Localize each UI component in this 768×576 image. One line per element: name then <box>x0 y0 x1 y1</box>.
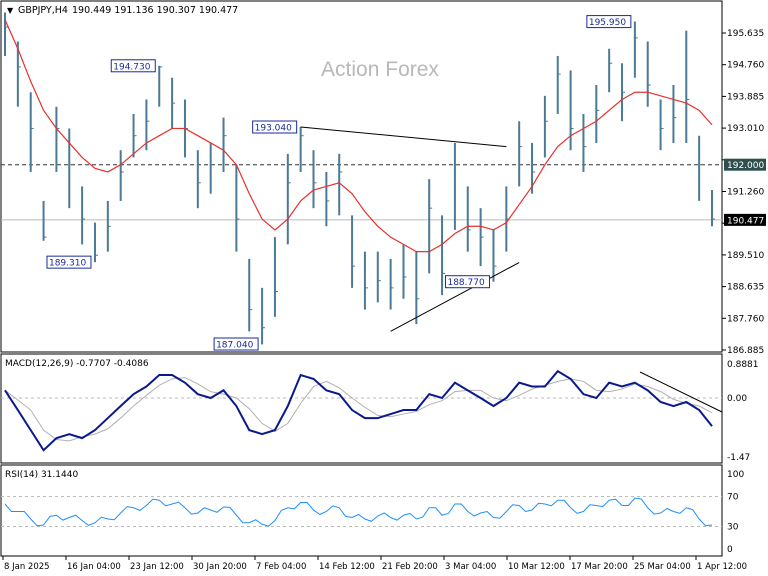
time-tick-label: 3 Mar 04:00 <box>445 562 496 572</box>
macd-tick-label: -1.47 <box>727 453 750 463</box>
price-tick-label: 195.635 <box>727 29 764 39</box>
time-tick-label: 16 Jan 04:00 <box>67 562 121 572</box>
rsi-tick-label: 0 <box>727 545 733 555</box>
symbol-label: GBPJPY,H4 <box>18 5 68 16</box>
time-tick-label: 21 Feb 20:00 <box>382 562 438 572</box>
rsi-tick-label: 100 <box>727 470 744 480</box>
price-tick-label: 189.510 <box>727 251 764 261</box>
macd-panel-frame <box>0 353 723 464</box>
price-annotation-box <box>252 120 298 134</box>
price-tick-label: 193.885 <box>727 92 764 102</box>
time-tick-label: 8 Jan 2025 <box>4 562 50 572</box>
rsi-tick-label: 30 <box>727 523 739 533</box>
level-label: 190.477 <box>727 216 764 226</box>
price-annotation-box <box>444 275 490 289</box>
trendline <box>390 262 520 332</box>
price-panel-frame <box>0 0 723 353</box>
macd-signal-line <box>4 377 713 442</box>
price-annotation: 187.040 <box>216 341 253 351</box>
level-badge <box>724 213 766 226</box>
macd-panel[interactable]: 0.8881 0.00 -1.47 MACD(12,26,9) -0.7707 -0.… <box>0 353 759 464</box>
price-panel[interactable]: 195.635 194.760 193.885 193.010 191.260 189.5… <box>0 0 766 356</box>
rsi-title: RSI(14) 31.1440 <box>5 470 78 480</box>
time-tick-label: 17 Mar 20:00 <box>571 562 628 572</box>
time-tick-label: 30 Jan 20:00 <box>193 562 247 572</box>
price-annotation-box <box>586 15 632 29</box>
macd-tick-label: 0.00 <box>727 394 747 404</box>
time-tick-label: 14 Feb 12:00 <box>319 562 375 572</box>
dropdown-arrow-icon[interactable]: ▼ <box>7 6 14 15</box>
moving-average-line <box>4 19 713 253</box>
price-tick-label: 187.760 <box>727 314 764 324</box>
price-tick-label: 193.010 <box>727 124 764 134</box>
price-tick-label: 194.760 <box>727 61 764 71</box>
ohlc-readout: 190.449 191.136 190.307 190.477 <box>72 5 238 16</box>
price-annotation-box <box>46 255 92 269</box>
price-tick-label: 188.635 <box>727 283 764 293</box>
price-annotation: 189.310 <box>49 259 86 269</box>
price-tick-label: 191.260 <box>727 188 764 198</box>
rsi-panel-frame <box>0 464 723 557</box>
price-tick-label: 186.885 <box>727 346 764 356</box>
level-badge <box>724 158 766 171</box>
chart-header: ▼ GBPJPY,H4 190.449 191.136 190.307 190.… <box>7 5 238 16</box>
rsi-line <box>4 497 713 527</box>
price-annotation-box <box>110 59 156 73</box>
time-axis: 8 Jan 2025 16 Jan 04:00 23 Jan 12:00 30 Jan… <box>2 556 747 572</box>
rsi-tick-label: 70 <box>727 493 739 503</box>
macd-tick-label: 0.8881 <box>727 360 759 370</box>
watermark: Action Forex <box>321 58 439 81</box>
price-annotation: 195.950 <box>589 18 626 28</box>
time-tick-label: 7 Feb 04:00 <box>256 562 306 572</box>
time-tick-label: 10 Mar 12:00 <box>508 562 565 572</box>
macd-title: MACD(12,26,9) -0.7707 -0.4086 <box>5 359 149 369</box>
price-annotation: 194.730 <box>113 62 150 72</box>
time-tick-label: 1 Apr 12:00 <box>697 562 747 572</box>
time-tick-label: 25 Mar 04:00 <box>634 562 691 572</box>
rsi-panel[interactable]: 100 70 30 0 RSI(14) 31.1440 <box>0 464 744 557</box>
macd-trendline <box>639 371 723 413</box>
trendline <box>300 126 507 148</box>
price-annotation-box <box>213 337 259 351</box>
price-annotation: 188.770 <box>447 278 484 288</box>
time-tick-label: 23 Jan 12:00 <box>130 562 184 572</box>
macd-line <box>4 369 713 452</box>
price-annotation: 193.040 <box>255 124 292 134</box>
level-label: 192.000 <box>727 161 764 171</box>
